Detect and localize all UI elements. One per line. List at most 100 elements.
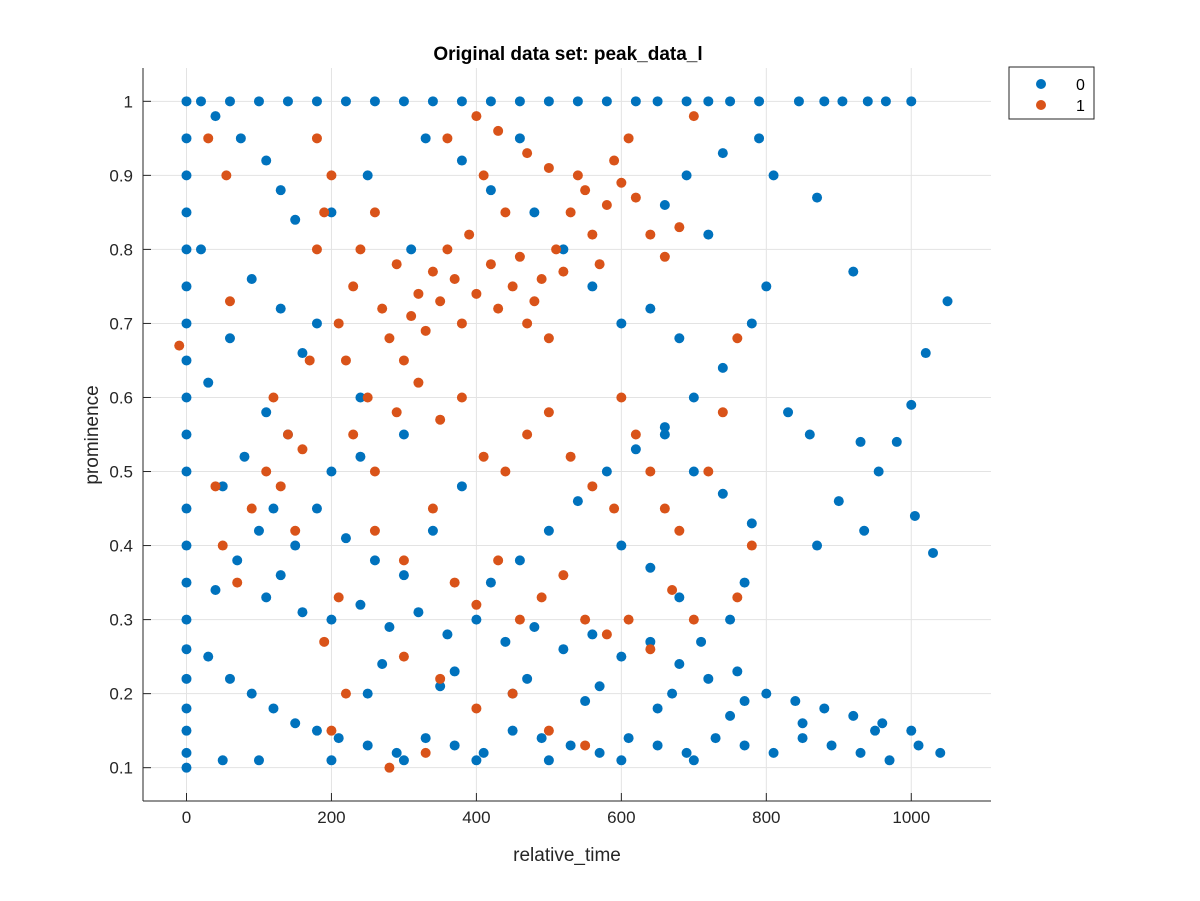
scatter-point bbox=[340, 533, 351, 544]
scatter-point bbox=[427, 503, 438, 514]
scatter-point bbox=[507, 688, 518, 699]
scatter-point bbox=[456, 392, 467, 403]
scatter-point bbox=[319, 636, 330, 647]
scatter-point bbox=[311, 133, 322, 144]
scatter-point bbox=[181, 644, 192, 655]
scatter-point bbox=[688, 111, 699, 122]
scatter-point bbox=[485, 96, 496, 107]
scatter-point bbox=[507, 281, 518, 292]
scatter-point bbox=[696, 636, 707, 647]
scatter-point bbox=[717, 488, 728, 499]
scatter-point bbox=[812, 192, 823, 203]
scatter-point bbox=[217, 481, 228, 492]
scatter-point bbox=[311, 244, 322, 255]
scatter-point bbox=[384, 333, 395, 344]
scatter-point bbox=[674, 222, 685, 233]
scatter-point bbox=[522, 318, 533, 329]
scatter-point bbox=[420, 325, 431, 336]
scatter-point bbox=[558, 644, 569, 655]
scatter-point bbox=[522, 148, 533, 159]
scatter-point bbox=[717, 362, 728, 373]
scatter-point bbox=[514, 614, 525, 625]
scatter-point bbox=[652, 96, 663, 107]
scatter-point bbox=[536, 733, 547, 744]
scatter-point bbox=[674, 592, 685, 603]
scatter-point bbox=[217, 540, 228, 551]
scatter-point bbox=[210, 111, 221, 122]
scatter-point bbox=[587, 281, 598, 292]
scatter-point bbox=[268, 392, 279, 403]
scatter-point bbox=[688, 466, 699, 477]
scatter-point bbox=[594, 259, 605, 270]
scatter-point bbox=[181, 762, 192, 773]
scatter-point bbox=[580, 185, 591, 196]
scatter-point bbox=[739, 577, 750, 588]
scatter-point bbox=[645, 466, 656, 477]
scatter-point bbox=[406, 244, 417, 255]
scatter-point bbox=[909, 510, 920, 521]
scatter-point bbox=[565, 207, 576, 218]
scatter-point bbox=[181, 96, 192, 107]
y-tick-label: 0.6 bbox=[109, 388, 133, 407]
scatter-point bbox=[427, 266, 438, 277]
scatter-point bbox=[783, 407, 794, 418]
chart-title: Original data set: peak_data_l bbox=[433, 44, 702, 65]
scatter-point bbox=[326, 755, 337, 766]
scatter-point bbox=[630, 96, 641, 107]
scatter-point bbox=[282, 96, 293, 107]
scatter-point bbox=[181, 703, 192, 714]
scatter-point bbox=[398, 96, 409, 107]
scatter-point bbox=[594, 681, 605, 692]
y-tick-label: 1 bbox=[124, 92, 133, 111]
scatter-point bbox=[362, 392, 373, 403]
scatter-point bbox=[855, 747, 866, 758]
scatter-point bbox=[884, 755, 895, 766]
scatter-point bbox=[493, 303, 504, 314]
scatter-point bbox=[928, 547, 939, 558]
scatter-point bbox=[543, 407, 554, 418]
x-axis-ticks: 0 200 400 600 800 1000 bbox=[182, 793, 930, 827]
scatter-point bbox=[616, 392, 627, 403]
scatter-point bbox=[203, 377, 214, 388]
scatter-point bbox=[210, 481, 221, 492]
scatter-point bbox=[456, 318, 467, 329]
scatter-point bbox=[935, 747, 946, 758]
scatter-point bbox=[246, 274, 257, 285]
scatter-point bbox=[880, 96, 891, 107]
scatter-point bbox=[688, 614, 699, 625]
scatter-point bbox=[181, 207, 192, 218]
scatter-point bbox=[536, 274, 547, 285]
scatter-point bbox=[275, 481, 286, 492]
scatter-point bbox=[181, 466, 192, 477]
scatter-point bbox=[290, 525, 301, 536]
plot-area: 0 200 400 600 800 1000 0.10.20.30.40.50.60.70… bbox=[109, 68, 991, 827]
scatter-point bbox=[181, 244, 192, 255]
scatter-point bbox=[464, 229, 475, 240]
scatter-point bbox=[362, 688, 373, 699]
scatter-point bbox=[391, 747, 402, 758]
scatter-point bbox=[326, 170, 337, 181]
scatter-point bbox=[565, 451, 576, 462]
scatter-point bbox=[362, 740, 373, 751]
scatter-point bbox=[746, 518, 757, 529]
scatter-point bbox=[768, 170, 779, 181]
scatter-point bbox=[819, 703, 830, 714]
scatter-point bbox=[232, 555, 243, 566]
y-tick-label: 0.5 bbox=[109, 463, 133, 482]
scatter-point bbox=[906, 399, 917, 410]
scatter-point bbox=[587, 481, 598, 492]
scatter-point bbox=[754, 133, 765, 144]
scatter-point bbox=[688, 755, 699, 766]
scatter-point bbox=[848, 266, 859, 277]
scatter-point bbox=[261, 155, 272, 166]
scatter-point bbox=[355, 392, 366, 403]
legend-marker-1 bbox=[1036, 100, 1046, 110]
scatter-point bbox=[181, 614, 192, 625]
scatter-point bbox=[565, 740, 576, 751]
scatter-point bbox=[210, 584, 221, 595]
scatter-point bbox=[674, 525, 685, 536]
scatter-point bbox=[500, 636, 511, 647]
scatter-point bbox=[333, 733, 344, 744]
scatter-point bbox=[449, 274, 460, 285]
scatter-point bbox=[181, 392, 192, 403]
